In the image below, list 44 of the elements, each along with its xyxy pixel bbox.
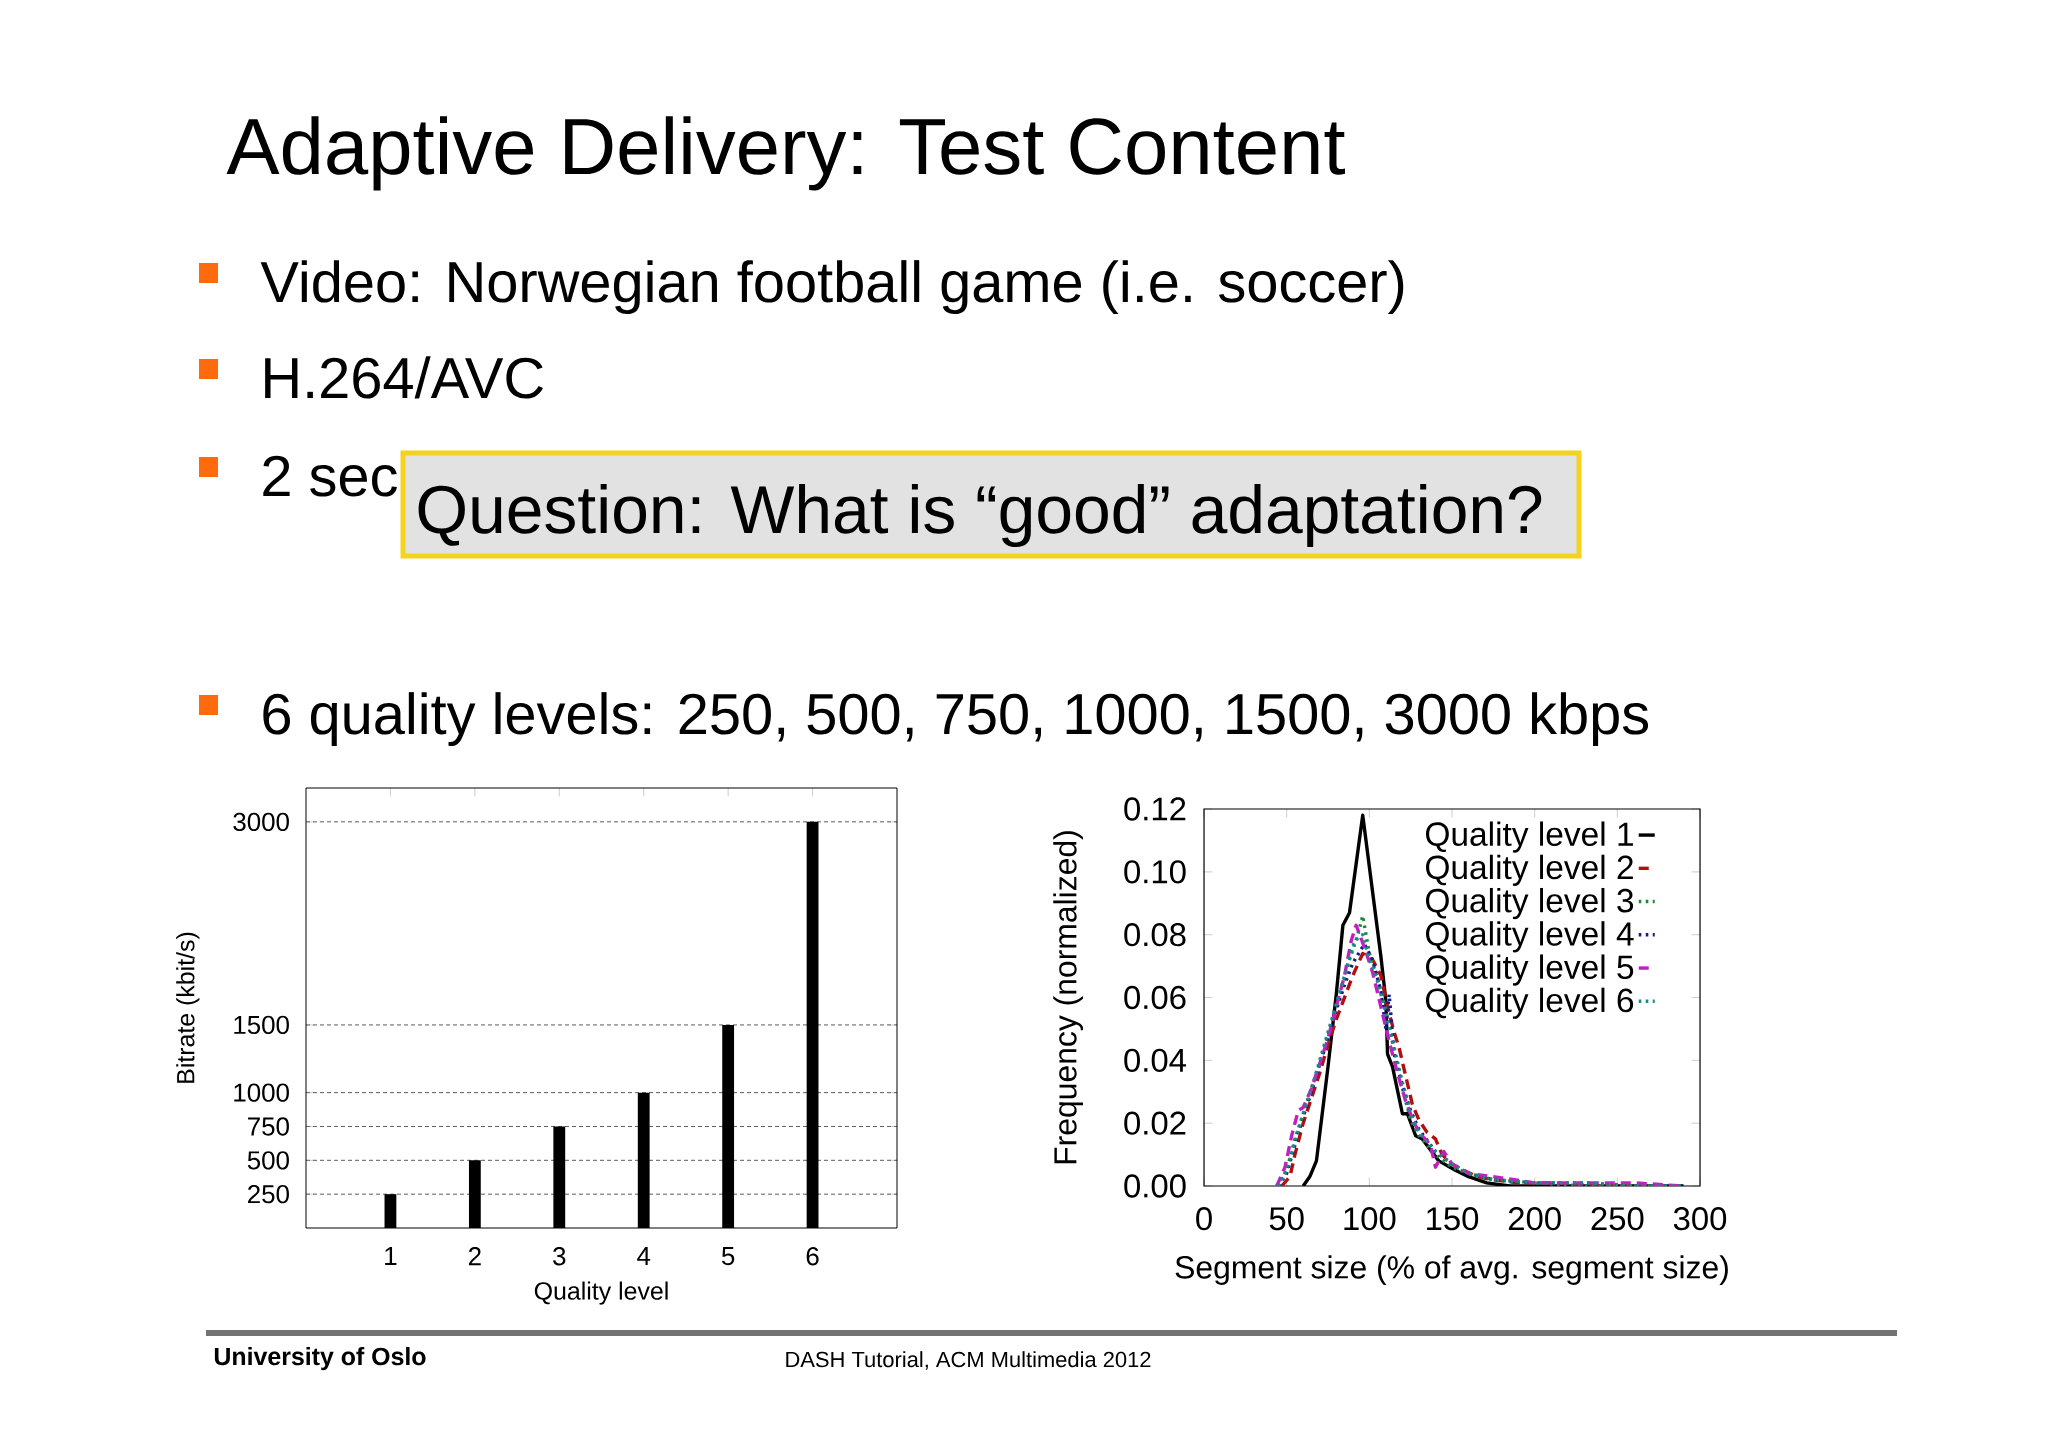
y-tick-label: 0.08	[1124, 923, 1186, 947]
legend-label: Quality level 2	[1425, 854, 1633, 886]
legend-label: Quality level 1	[1425, 821, 1633, 853]
x-tick-label: 300	[1673, 1207, 1727, 1231]
x-tick-label: 50	[1269, 1207, 1304, 1231]
y-tick-label: 250	[248, 1184, 289, 1204]
text: DASH Tutorial, ACM Multimedia 2012	[786, 1351, 1151, 1370]
y-tick-label: 0.00	[1124, 1174, 1186, 1198]
y-tick-label: 500	[247, 1151, 289, 1170]
x-tick-label: 200	[1508, 1207, 1561, 1231]
x-tick-label: 4	[637, 1247, 651, 1265]
y-tick-label: 750	[248, 1117, 289, 1136]
legend-label: Quality level 3	[1425, 887, 1634, 920]
x-tick-label: 1	[385, 1247, 397, 1265]
x-tick-label: 100	[1344, 1207, 1396, 1231]
y-tick-label: 1500	[234, 1015, 289, 1035]
x-tick-label: 3	[553, 1247, 566, 1266]
y-axis-title: Bitrate (kbit/s)	[176, 932, 200, 1083]
y-tick-label: 0.12	[1124, 797, 1186, 821]
legend-label: Quality level 5	[1425, 954, 1634, 986]
y-axis-title: Frequency (normalized)	[1053, 831, 1083, 1164]
y-tick-label: 0.04	[1124, 1048, 1186, 1072]
y-tick-label: 3000	[233, 812, 289, 832]
text: Adaptive Delivery: Test Content	[226, 116, 1345, 191]
x-axis-title: Quality level	[534, 1281, 668, 1305]
x-tick-label: 2	[468, 1247, 481, 1266]
x-tick-label: 150	[1427, 1207, 1479, 1231]
text: H.264/AVC	[265, 356, 543, 399]
text: Question: What is “good” adaptation?	[418, 483, 1542, 548]
x-tick-label: 6	[806, 1247, 819, 1266]
x-tick-label: 250	[1591, 1207, 1644, 1231]
y-tick-label: 0.02	[1124, 1111, 1186, 1135]
y-tick-label: 0.10	[1124, 860, 1186, 884]
x-tick-label: 0	[1196, 1207, 1212, 1231]
text: 6 quality levels: 250, 500, 750, 1000, 1500, 3000 kbps	[263, 692, 1649, 747]
x-tick-label: 5	[721, 1247, 735, 1266]
legend-label: Quality level 6	[1425, 987, 1634, 1019]
y-tick-label: 1000	[234, 1083, 289, 1102]
legend-label: Quality level 4	[1425, 921, 1634, 953]
y-tick-label: 0.06	[1124, 985, 1186, 1010]
x-axis-title: Segment size (% of avg. segment size)	[1175, 1255, 1728, 1285]
text: University of Oslo	[214, 1346, 426, 1371]
text: Video: Norwegian football game (i.e. soccer)	[260, 260, 1404, 314]
text: 2 sec	[263, 455, 397, 497]
